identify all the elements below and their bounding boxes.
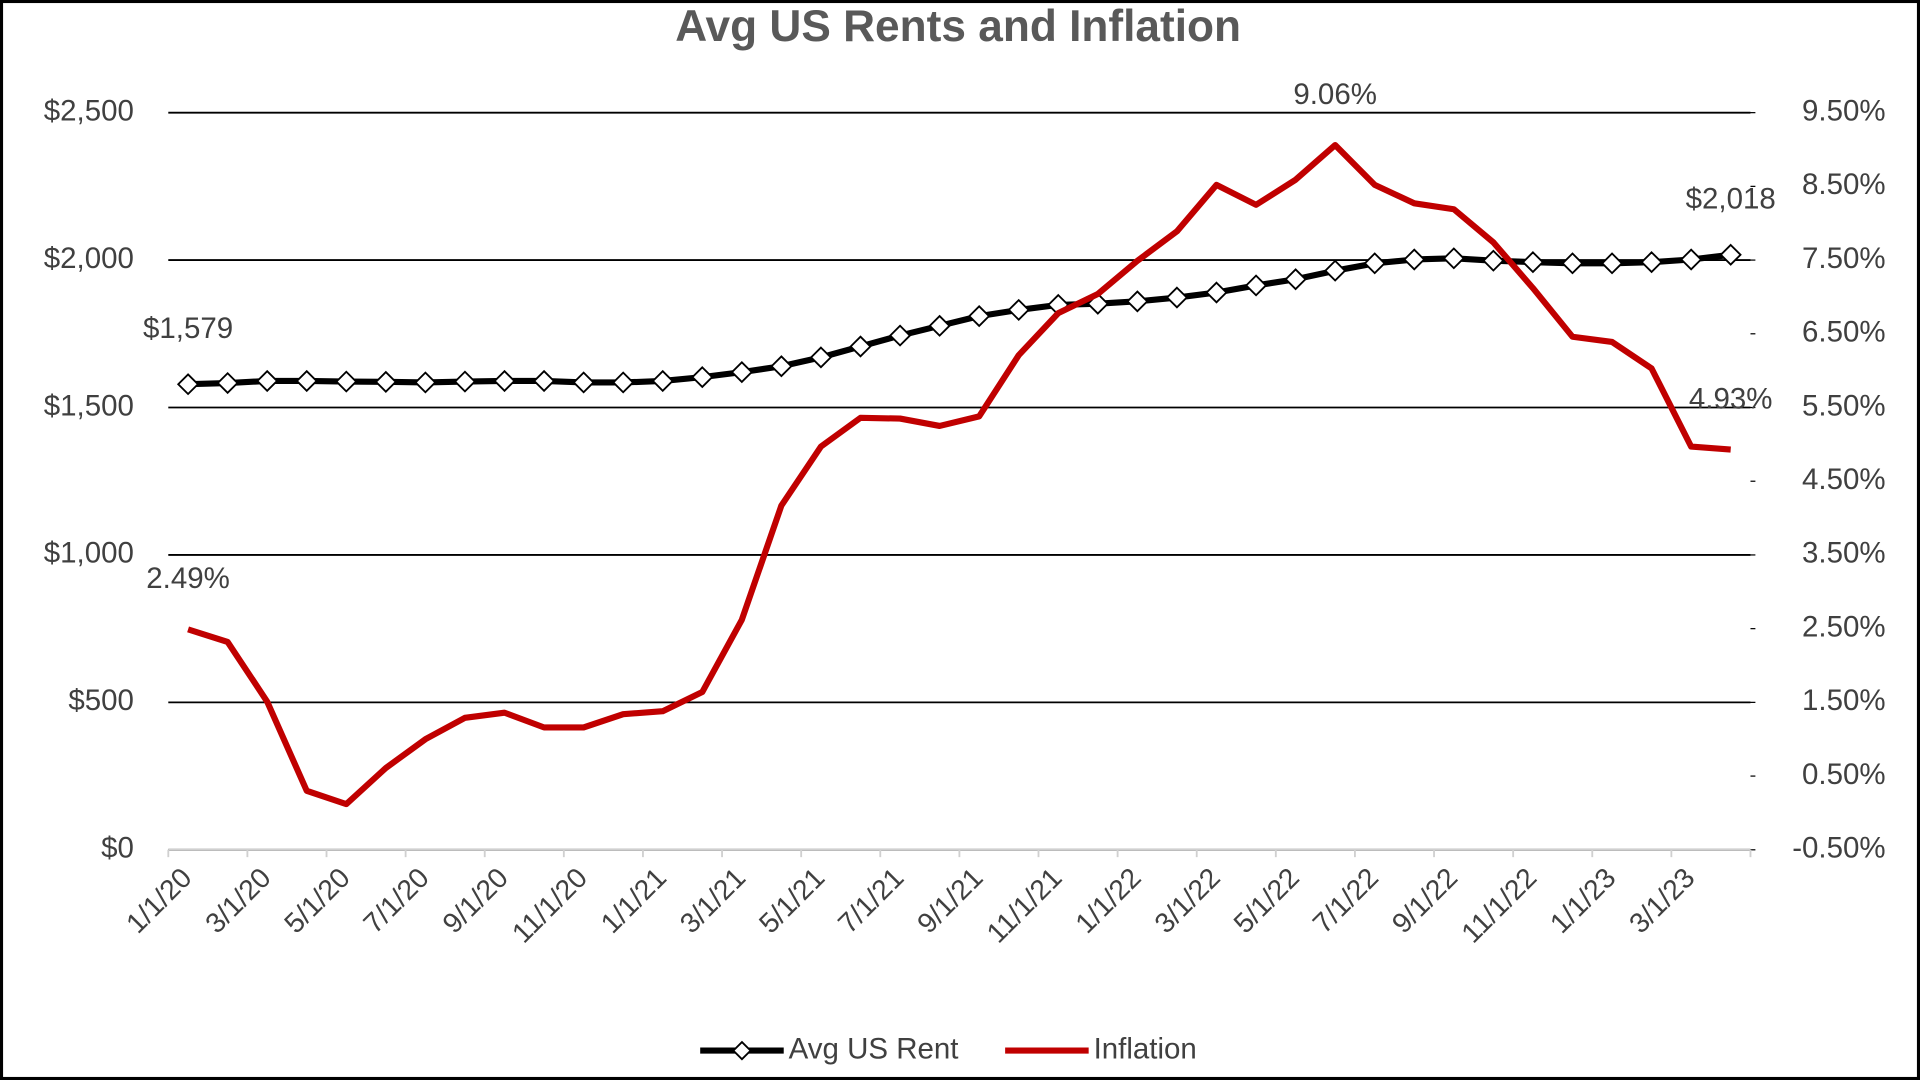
data-point <box>928 314 951 337</box>
data-label: 4.93% <box>1689 382 1773 415</box>
y2-tick-label: 5.50% <box>1802 389 1886 422</box>
data-point <box>1521 251 1545 274</box>
data-label: 2.49% <box>146 562 230 595</box>
data-point <box>1719 243 1742 266</box>
data-point <box>1205 281 1228 304</box>
data-point <box>1244 274 1268 297</box>
y2-tick-label: 2.50% <box>1802 610 1886 643</box>
y2-tick-label: -0.50% <box>1792 832 1885 865</box>
y-tick-label: $0 <box>101 832 134 865</box>
data-point <box>1165 286 1189 309</box>
data-point <box>572 371 595 394</box>
data-point <box>770 355 793 378</box>
legend-item: Avg US Rent <box>700 1032 958 1065</box>
y2-tick-label: 1.50% <box>1802 684 1886 717</box>
data-point <box>1640 251 1663 274</box>
data-label: $1,579 <box>143 312 233 345</box>
data-point <box>493 369 516 393</box>
data-point <box>176 373 200 396</box>
data-point <box>1482 249 1505 272</box>
data-point <box>1007 298 1030 322</box>
data-point <box>1363 252 1386 275</box>
data-point <box>453 370 477 393</box>
data-label: 9.06% <box>1293 78 1377 111</box>
data-point <box>1561 252 1584 275</box>
data-point <box>374 370 397 393</box>
data-point <box>1442 247 1465 270</box>
data-point <box>216 371 239 395</box>
data-point <box>730 361 753 384</box>
series-line <box>187 251 1732 388</box>
y-tick-label: $2,500 <box>44 94 134 127</box>
legend-label: Avg US Rent <box>789 1032 959 1065</box>
y-tick-label: $500 <box>68 684 134 717</box>
data-point <box>414 371 437 394</box>
y2-tick-label: 0.50% <box>1802 758 1886 791</box>
y-tick-label: $1,500 <box>44 389 134 422</box>
data-point <box>295 369 318 393</box>
data-point <box>1126 290 1149 313</box>
legend-label: Inflation <box>1094 1032 1197 1065</box>
y2-tick-label: 4.50% <box>1802 463 1886 496</box>
y2-tick-label: 3.50% <box>1802 537 1886 570</box>
data-point <box>691 366 714 389</box>
y2-tick-label: 9.50% <box>1802 94 1886 127</box>
data-point <box>1680 248 1703 271</box>
chart-title: Avg US Rents and Inflation <box>675 2 1241 51</box>
data-label: $2,018 <box>1686 183 1776 216</box>
data-point <box>1284 268 1307 291</box>
y-tick-label: $2,000 <box>44 242 134 275</box>
data-point <box>532 369 556 393</box>
data-point <box>968 305 991 328</box>
data-point <box>849 335 872 358</box>
data-point <box>256 369 279 393</box>
data-point <box>612 371 635 394</box>
data-point <box>1403 248 1426 271</box>
legend-marker <box>732 1040 752 1061</box>
data-point <box>335 370 358 393</box>
series-line <box>187 142 1731 808</box>
data-point <box>809 346 833 369</box>
y2-tick-label: 8.50% <box>1802 168 1886 201</box>
y2-tick-label: 6.50% <box>1802 316 1886 349</box>
data-point <box>888 324 912 347</box>
y2-tick-label: 7.50% <box>1802 242 1886 275</box>
data-point <box>1324 259 1347 282</box>
legend-item: Inflation <box>1005 1032 1197 1065</box>
data-point <box>1600 252 1624 275</box>
y-tick-label: $1,000 <box>44 537 134 570</box>
data-point <box>651 369 674 393</box>
